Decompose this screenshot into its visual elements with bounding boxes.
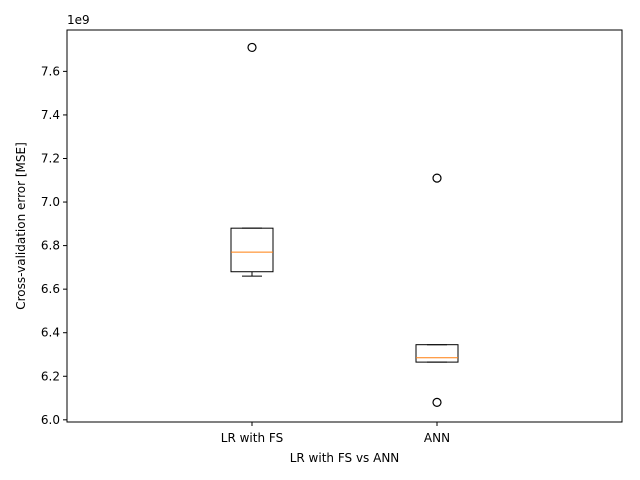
y-tick-label: 6.8 bbox=[41, 239, 60, 253]
box-group bbox=[230, 42, 274, 277]
x-axis-label: LR with FS vs ANN bbox=[290, 451, 400, 465]
x-tick-label: LR with FS bbox=[221, 431, 283, 445]
y-tick-label: 6.2 bbox=[41, 369, 60, 383]
outlier-point bbox=[247, 42, 257, 53]
y-tick-label: 7.6 bbox=[41, 64, 60, 78]
y-tick-label: 7.4 bbox=[41, 108, 60, 122]
iqr-box bbox=[230, 227, 274, 273]
box-group bbox=[415, 173, 459, 407]
y-axis: 6.0 6.2 6.4 6.6 6.8 7.0 7.2 7.4 7.6 bbox=[41, 64, 67, 427]
outlier-point bbox=[432, 397, 442, 407]
plot-area bbox=[66, 29, 623, 423]
iqr-box bbox=[415, 344, 459, 363]
y-tick-label: 7.0 bbox=[41, 195, 60, 209]
y-tick-label: 6.0 bbox=[41, 413, 60, 427]
outlier-point bbox=[432, 173, 442, 183]
y-tick-label: 6.4 bbox=[41, 326, 60, 340]
y-offset-label: 1e9 bbox=[67, 13, 90, 27]
boxes bbox=[230, 42, 459, 407]
x-axis: LR with FS ANN bbox=[221, 422, 450, 445]
y-tick-label: 6.6 bbox=[41, 282, 60, 296]
y-tick-label: 7.2 bbox=[41, 151, 60, 165]
y-axis-label: Cross-validation error [MSE] bbox=[14, 142, 28, 310]
x-tick-label: ANN bbox=[424, 431, 450, 445]
